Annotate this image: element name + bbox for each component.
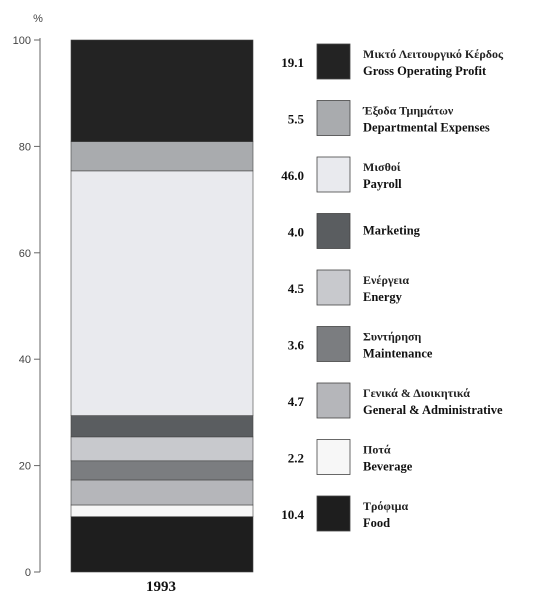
legend-item: 4.7 Γενικά & Διοικητικά General & Administ… bbox=[288, 382, 503, 419]
bar-segment-8 bbox=[70, 141, 254, 172]
legend-swatch bbox=[316, 269, 351, 306]
legend-item: 2.2 Ποτά Beverage bbox=[288, 439, 413, 475]
legend-label-greek: Ενέργεια bbox=[363, 273, 409, 287]
legend-item: 4.0 Marketing bbox=[288, 213, 421, 249]
y-tick-label: 60 bbox=[19, 248, 31, 260]
bar-segment-3 bbox=[70, 479, 254, 506]
legend-item: 4.5 Ενέργεια Energy bbox=[288, 269, 409, 306]
legend-item: 5.5 Έξοδα Τμημάτων Departmental Expenses bbox=[288, 100, 490, 136]
bar-segment-2 bbox=[70, 504, 254, 517]
legend-label: Payroll bbox=[363, 177, 402, 191]
y-tick-label: 0 bbox=[25, 567, 31, 579]
legend-label-greek: Ποτά bbox=[363, 443, 391, 457]
legend-label: Beverage bbox=[363, 460, 413, 474]
x-category-label: 1993 bbox=[146, 579, 176, 595]
legend-value: 5.5 bbox=[288, 112, 305, 127]
y-axis-ticks: 0 20 40 60 80 100 bbox=[13, 35, 40, 579]
y-tick-label: 20 bbox=[19, 461, 31, 473]
legend-swatch bbox=[316, 156, 351, 193]
bar-segment-1 bbox=[70, 516, 254, 573]
legend-swatch bbox=[316, 326, 351, 362]
legend-item: 10.4 Τρόφιμα Food bbox=[281, 495, 408, 532]
legend-label-greek: Συντήρηση bbox=[363, 330, 422, 344]
legend-label-greek: Τρόφιμα bbox=[363, 499, 408, 513]
legend-label: Marketing bbox=[363, 224, 421, 238]
legend-swatch bbox=[316, 439, 351, 475]
legend-value: 19.1 bbox=[281, 55, 304, 70]
legend-swatch bbox=[316, 213, 351, 249]
legend-label-greek: Γενικά & Διοικητικά bbox=[363, 386, 470, 400]
legend-label: Energy bbox=[363, 290, 403, 304]
legend-label-greek: Μικτό Λειτουργικό Κέρδος bbox=[363, 47, 504, 61]
y-axis-unit: % bbox=[33, 13, 43, 25]
legend-swatch bbox=[316, 382, 351, 419]
legend-label-greek: Έξοδα Τμημάτων bbox=[362, 104, 454, 118]
bar-segment-9 bbox=[70, 39, 254, 142]
legend-value: 4.0 bbox=[288, 225, 304, 240]
y-tick-label: 40 bbox=[19, 354, 31, 366]
legend-value: 46.0 bbox=[281, 168, 304, 183]
legend-label-greek: Μισθοί bbox=[363, 160, 401, 174]
legend-label: Gross Operating Profit bbox=[363, 64, 487, 78]
legend-label: Departmental Expenses bbox=[363, 121, 490, 135]
bar-segment-5 bbox=[70, 436, 254, 462]
bar-segment-4 bbox=[70, 460, 254, 481]
legend-value: 3.6 bbox=[288, 338, 305, 353]
y-tick-label: 80 bbox=[19, 141, 31, 153]
legend-item: 19.1 Μικτό Λειτουργικό Κέρδος Gross Operat… bbox=[281, 43, 504, 80]
legend-value: 2.2 bbox=[288, 451, 304, 466]
legend-label: Food bbox=[363, 516, 390, 530]
legend: 19.1 Μικτό Λειτουργικό Κέρδος Gross Operat… bbox=[281, 43, 504, 532]
legend-label: Maintenance bbox=[363, 347, 433, 361]
bar-segment-6 bbox=[70, 415, 254, 438]
legend-item: 3.6 Συντήρηση Maintenance bbox=[288, 326, 433, 362]
bar-segment-7 bbox=[70, 170, 254, 416]
legend-value: 10.4 bbox=[281, 507, 304, 522]
stacked-bar bbox=[70, 39, 254, 573]
y-tick-label: 100 bbox=[13, 35, 31, 47]
legend-swatch bbox=[316, 100, 351, 136]
legend-value: 4.5 bbox=[288, 281, 305, 296]
legend-value: 4.7 bbox=[288, 394, 305, 409]
legend-item: 46.0 Μισθοί Payroll bbox=[281, 156, 402, 193]
legend-label: General & Administrative bbox=[363, 403, 503, 417]
legend-swatch bbox=[316, 43, 351, 80]
legend-swatch bbox=[316, 495, 351, 532]
